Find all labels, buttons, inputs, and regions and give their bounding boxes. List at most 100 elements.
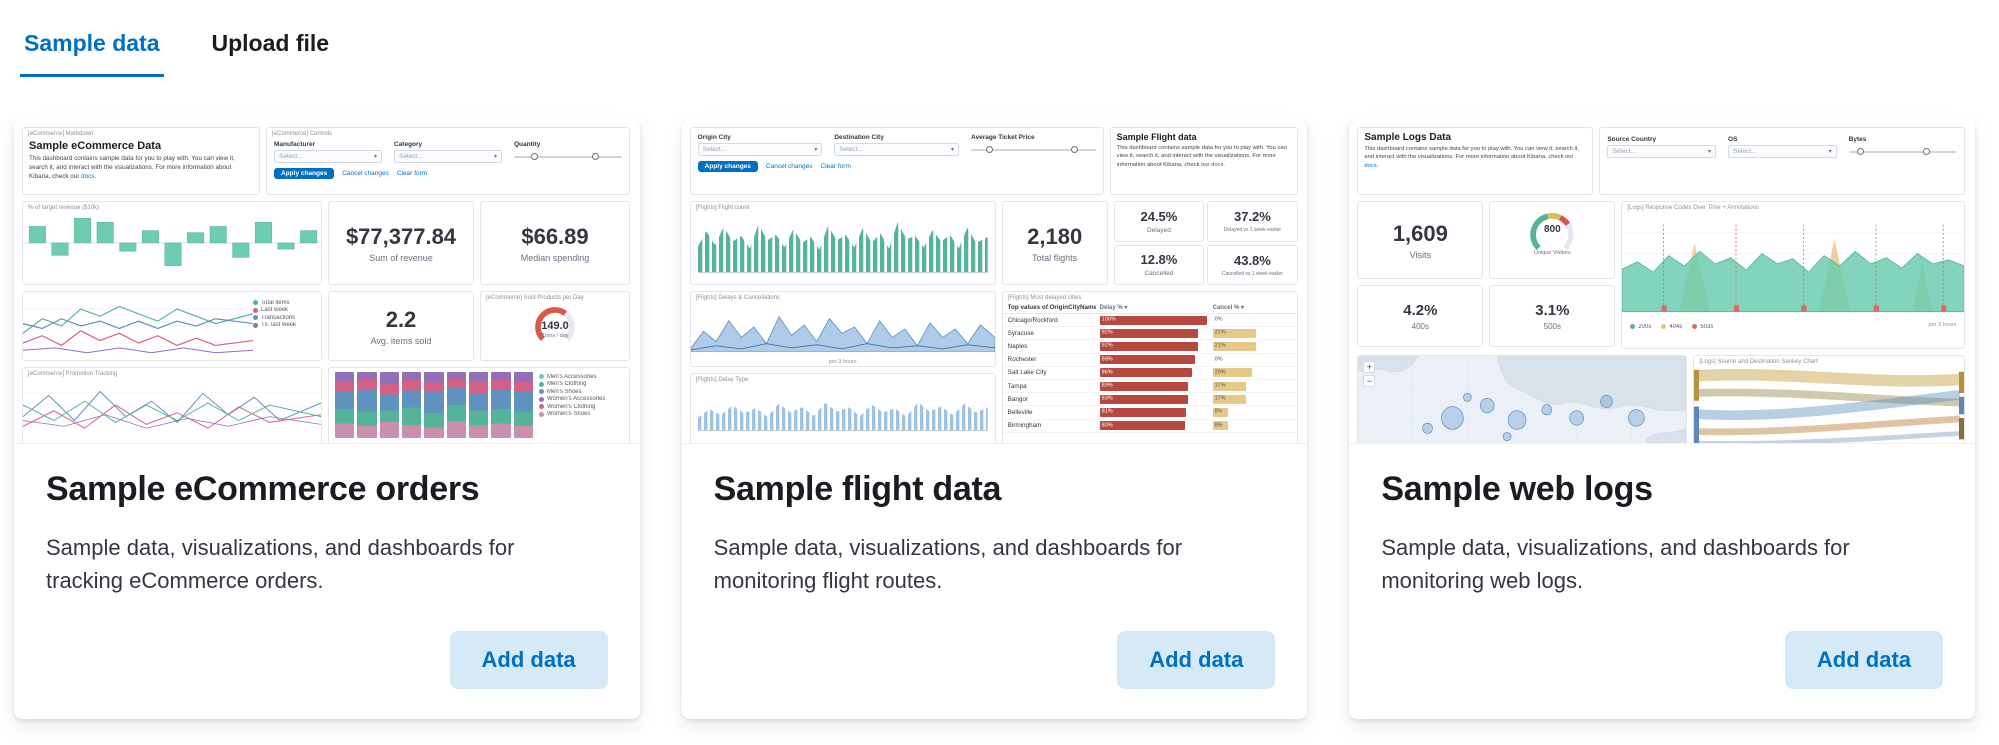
- gauge-value: 149.0: [541, 320, 569, 332]
- metric-total-flights: 2,180 Total flights: [1001, 201, 1108, 285]
- legend-item: Tx. last week: [253, 322, 319, 328]
- panel-promotion-tracking: [eCommerce] Promotion Tracking per 12 ho…: [22, 367, 322, 443]
- flight-count-bar-chart: [697, 221, 988, 273]
- slider-handle: [1857, 148, 1865, 155]
- gauge: 149.0 Trxns / day: [481, 302, 629, 360]
- cancel-cell: 0%: [1213, 355, 1292, 364]
- control-category: Category Select... ▾: [394, 141, 502, 163]
- panel-header: % of target revenue ($10k): [28, 205, 100, 211]
- clear-form-button: Clear form: [820, 163, 851, 170]
- control-label: OS: [1728, 136, 1738, 143]
- metric-400s: 4.2% 400s: [1357, 285, 1484, 347]
- control-label: Bytes: [1848, 136, 1867, 143]
- tab-sample-data[interactable]: Sample data: [20, 30, 164, 77]
- source-country-select: Select... ▾: [1607, 145, 1717, 158]
- column-header: Delay % ▾: [1099, 305, 1128, 311]
- markdown-title: Sample eCommerce Data: [29, 140, 162, 152]
- card-title: Sample flight data: [713, 470, 1002, 508]
- response-codes-area-chart: [1622, 224, 1965, 313]
- cancel-bar: [1212, 421, 1229, 431]
- x-axis-label: per 3 hours: [691, 443, 995, 444]
- panel-header: [Flights] Most delayed cities: [1007, 295, 1082, 301]
- add-data-button[interactable]: Add data: [449, 631, 608, 689]
- metric-value: 2,180: [1027, 223, 1083, 249]
- legend-dot: [253, 322, 258, 328]
- tab-upload-file[interactable]: Upload file: [211, 30, 330, 56]
- legend-label: 200s: [1638, 323, 1652, 330]
- response-legend: 200s 404s 503s per 3 hours: [1622, 320, 1964, 331]
- metric-value: 43.8%: [1233, 252, 1271, 268]
- table-row: Rochester 89% 0%: [1002, 354, 1297, 367]
- cancel-bar: [1212, 381, 1246, 391]
- card-title: Sample eCommerce orders: [46, 470, 480, 508]
- column-header: Top values of OriginCityName ▾: [1007, 304, 1096, 311]
- legend-dot: [539, 404, 544, 409]
- panel-delays-cancellations: [Flights] Delays & Cancellations per 3 h…: [689, 291, 996, 367]
- control-label: Source Country: [1607, 136, 1657, 143]
- revenue-bar-chart: [23, 217, 321, 266]
- chevron-down-icon: ▾: [814, 147, 818, 153]
- table-header-row: Top values of OriginCityName ▾ Delay % ▾…: [1002, 302, 1297, 314]
- legend-item: Women's Clothing: [539, 404, 625, 410]
- city-cell: Rochester: [1007, 356, 1037, 364]
- docs-link: docs.: [1364, 162, 1379, 169]
- select-placeholder: Select...: [839, 146, 863, 153]
- card-preview-web-logs: Sample Logs Data This dashboard contains…: [1349, 119, 1976, 444]
- control-source-country: Source Country Select... ▾: [1607, 136, 1717, 158]
- legend-label: Women's Shoes: [547, 411, 591, 417]
- legend-dot: [1630, 324, 1636, 329]
- metric-value: 12.8%: [1140, 252, 1178, 268]
- add-data-button[interactable]: Add data: [1117, 631, 1276, 689]
- control-ticket-price: Average Ticket Price: [971, 134, 1096, 156]
- city-cell: Salt Lake City: [1007, 369, 1047, 377]
- cancel-changes-button: Cancel changes: [765, 163, 813, 170]
- add-data-button[interactable]: Add data: [1784, 631, 1944, 689]
- city-cell: Belleville: [1007, 408, 1033, 416]
- card-body: Sample web logs Sample data, visualizati…: [1349, 444, 1975, 719]
- metric-value: 2.2: [385, 306, 417, 332]
- legend-label: Transactions: [261, 314, 296, 321]
- delay-value: 86%: [1101, 369, 1113, 376]
- legend-label: Men's Clothing: [547, 381, 587, 387]
- panel-header: [eCommerce] Sold Products per Day: [486, 295, 584, 301]
- gauge-label: Trxns / day: [541, 333, 569, 339]
- cancel-cell: 21%: [1212, 341, 1292, 351]
- cancel-changes-button: Cancel changes: [342, 170, 389, 177]
- control-quantity: Quantity: [514, 141, 622, 163]
- sort-icon: ▾: [1124, 305, 1128, 311]
- city-cell: Birmingham: [1007, 422, 1042, 430]
- legend-label: 404s: [1669, 323, 1683, 330]
- gauge-value: 800: [1544, 224, 1561, 235]
- delay-value: 80%: [1101, 421, 1113, 428]
- tab-bar: Sample data Upload file: [0, 0, 1999, 77]
- table-row: Salt Lake City 86% 20%: [1002, 367, 1297, 380]
- cancel-cell: 17%: [1212, 381, 1292, 391]
- slider-handle: [591, 153, 599, 160]
- legend-item: Last week: [253, 307, 319, 313]
- legend-dot: [253, 315, 258, 320]
- ticket-price-slider: [971, 146, 1096, 153]
- panel-gauge: [eCommerce] Sold Products per Day 149.0 …: [480, 291, 630, 361]
- card-actions: Add data: [46, 631, 608, 689]
- city-cell: Syracuse: [1007, 329, 1034, 337]
- delay-value: 81%: [1101, 408, 1113, 415]
- panel-header: [Flights] Flight count: [695, 205, 750, 211]
- apply-changes-button: Apply changes: [697, 161, 758, 172]
- slider-handle: [1922, 148, 1930, 155]
- delays-area-chart: [690, 315, 995, 352]
- table-row: Birmingham 80% 8%: [1002, 420, 1297, 433]
- docs-link: docs.: [1211, 161, 1225, 168]
- legend-item: 503s: [1692, 324, 1713, 330]
- panel-transactions-lines: Total items Last week Transactions Tx. l…: [22, 291, 322, 361]
- chevron-down-icon: ▾: [373, 154, 377, 160]
- delay-value: 92%: [1101, 329, 1113, 336]
- card-description: Sample data, visualizations, and dashboa…: [713, 535, 1183, 593]
- destination-city-select: Select... ▾: [834, 143, 960, 156]
- city-cell: Naples: [1007, 342, 1028, 350]
- cancel-value: 17%: [1214, 382, 1226, 389]
- panel-markdown: Sample Flight data This dashboard contai…: [1109, 127, 1298, 195]
- cancel-cell: 21%: [1212, 328, 1292, 338]
- gauge-arc: [1530, 213, 1575, 257]
- os-select: Select... ▾: [1728, 145, 1837, 158]
- panel-header: [Flights] Delay Type: [695, 377, 749, 383]
